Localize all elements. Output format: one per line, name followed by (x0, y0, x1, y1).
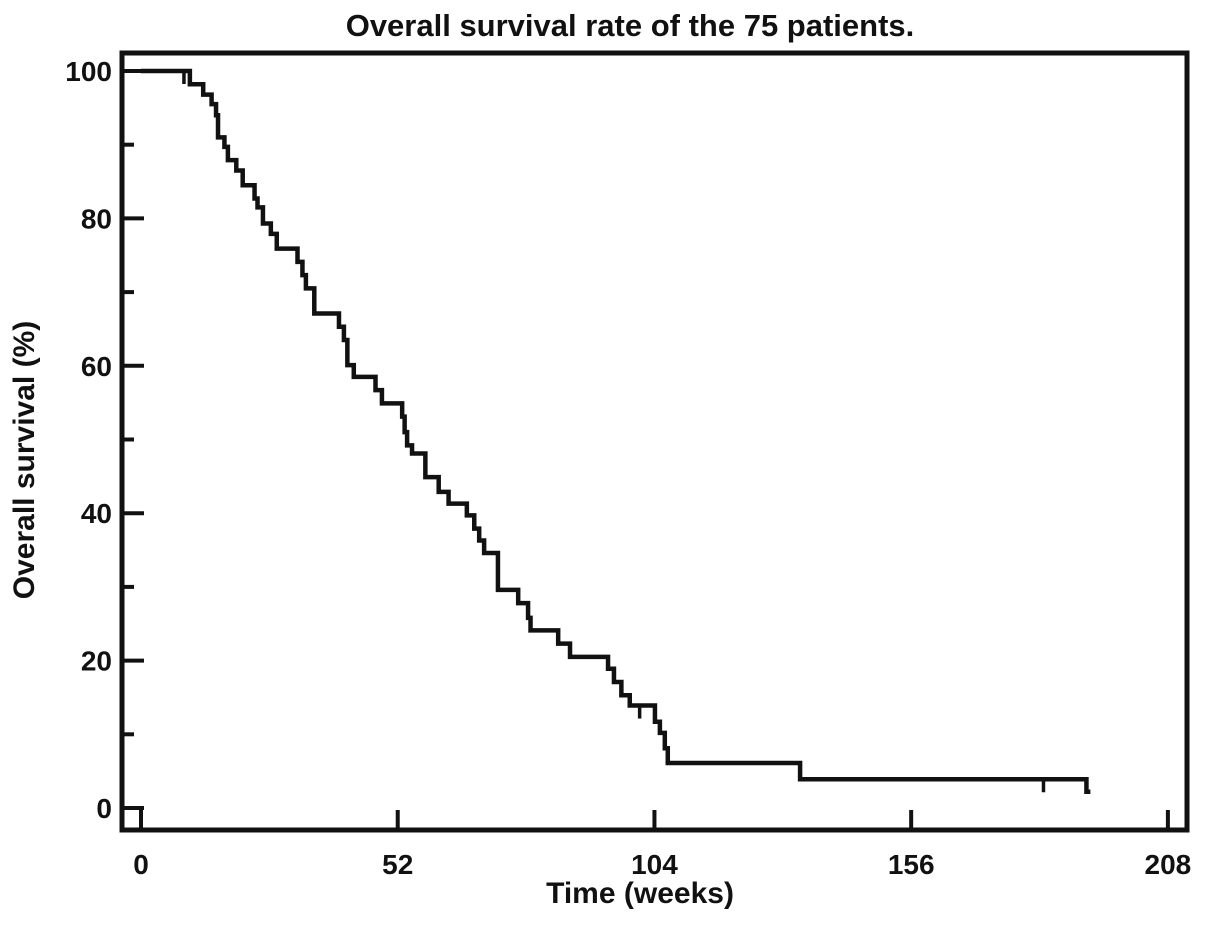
x-tick-label: 104 (631, 849, 678, 880)
y-tick-label: 40 (81, 498, 112, 529)
km-survival-curve (141, 68, 1091, 795)
y-tick-label: 60 (81, 351, 112, 382)
y-tick-label: 0 (96, 793, 112, 824)
y-axis-label: Overall survival (%) (8, 321, 41, 599)
x-axis-label: Time (weeks) (546, 877, 734, 910)
x-tick-label: 208 (1145, 849, 1192, 880)
y-tick-label: 20 (81, 646, 112, 677)
censor-marks (182, 73, 1046, 793)
x-tick-label: 52 (382, 849, 413, 880)
chart-title: Overall survival rate of the 75 patients… (346, 8, 915, 43)
axis-tick-labels: 0 52 104 156 208 0 20 40 60 80 100 (65, 56, 1191, 880)
x-tick-label: 0 (133, 849, 149, 880)
x-tick-label: 156 (888, 849, 935, 880)
y-tick-label: 80 (81, 203, 112, 234)
y-tick-label: 100 (65, 56, 112, 87)
axis-ticks (124, 69, 1170, 830)
